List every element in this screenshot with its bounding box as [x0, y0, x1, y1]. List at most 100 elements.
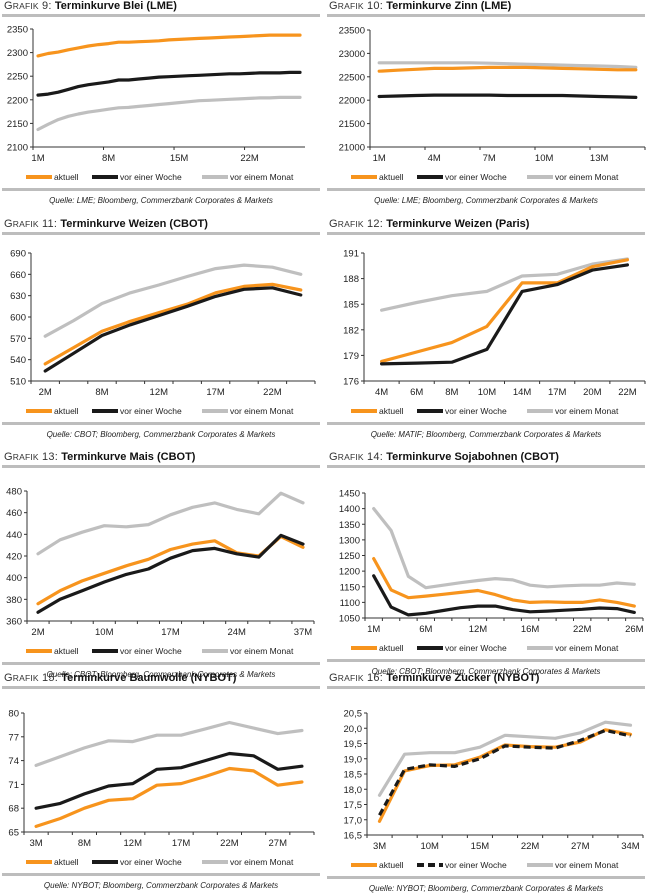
chart-title: Grafik 11: Terminkurve Weizen (CBOT) — [4, 218, 208, 230]
legend-swatch — [92, 409, 118, 413]
chart-plot: 176 179 182 185 188 191 4M 6M 8M 10M 14M 17M 20M 22M — [343, 249, 646, 398]
legend-swatch — [202, 409, 228, 413]
chart-source: Quelle: CBOT; Bloomberg, Commerzbank Cor… — [46, 430, 276, 439]
y-tick-label: 510 — [10, 377, 26, 388]
y-tick-label: 22000 — [339, 96, 365, 107]
chart-panel-g15: Grafik 15: Terminkurve Baumwolle (NYBOT)… — [2, 672, 320, 890]
x-tick-label: 10M — [420, 841, 439, 852]
legend-item-aktuell: aktuell — [351, 172, 404, 182]
x-tick-label: 10M — [478, 387, 497, 398]
title-divider — [2, 14, 320, 17]
legend-item-aktuell: aktuell — [26, 406, 79, 416]
y-tick-label: 540 — [10, 355, 26, 366]
legend-label: vor einer Woche — [120, 172, 182, 182]
legend-item-monat: vor einem Monat — [527, 406, 618, 416]
x-tick-label: 13M — [590, 153, 609, 164]
x-tick-label: 27M — [571, 841, 590, 852]
y-tick-label: 380 — [6, 595, 22, 606]
y-tick-label: 1300 — [339, 535, 360, 546]
x-tick-label: 15M — [471, 841, 490, 852]
legend-label: vor einer Woche — [445, 860, 507, 870]
chart-title: Grafik 10: Terminkurve Zinn (LME) — [329, 0, 511, 12]
chart-legend: aktuell vor einer Woche vor einem Monat — [2, 406, 320, 418]
x-tick-label: 8M — [445, 387, 458, 398]
y-tick-label: 600 — [10, 313, 26, 324]
x-tick-label: 10M — [535, 153, 554, 164]
chart-source: Quelle: CBOT; Bloomberg, Commerzbank Cor… — [371, 667, 601, 676]
legend-swatch — [92, 860, 118, 864]
legend-item-aktuell: aktuell — [351, 406, 404, 416]
y-tick-label: 690 — [10, 249, 26, 260]
legend-swatch — [351, 409, 377, 413]
y-tick-label: 20,5 — [344, 709, 363, 720]
y-tick-label: 460 — [6, 508, 22, 519]
y-tick-label: 420 — [6, 552, 22, 563]
y-tick-label: 480 — [6, 487, 22, 498]
legend-label: vor einem Monat — [555, 860, 619, 870]
legend-swatch — [417, 409, 443, 413]
chart-number: Grafik 11: — [4, 218, 61, 230]
y-tick-label: 360 — [6, 617, 22, 628]
y-tick-label: 179 — [343, 351, 359, 362]
legend-swatch — [527, 175, 553, 179]
y-tick-label: 2100 — [7, 143, 28, 154]
x-tick-label: 20M — [583, 387, 602, 398]
legend-label: vor einem Monat — [230, 172, 294, 182]
legend-label: vor einem Monat — [230, 646, 294, 656]
chart-panel-g11: Grafik 11: Terminkurve Weizen (CBOT) 510 5… — [2, 218, 320, 440]
y-tick-label: 1400 — [339, 504, 360, 515]
legend-swatch — [351, 646, 377, 650]
x-tick-label: 8M — [78, 838, 91, 849]
legend-divider — [327, 659, 645, 662]
y-tick-label: 80 — [8, 709, 19, 720]
x-tick-label: 22M — [220, 838, 239, 849]
chart-panel-g13: Grafik 13: Terminkurve Mais (CBOT) 360 380… — [2, 451, 320, 679]
legend-swatch — [26, 175, 52, 179]
chart-title: Grafik 9: Terminkurve Blei (LME) — [4, 0, 177, 12]
legend-label: vor einer Woche — [445, 406, 507, 416]
legend-item-woche: vor einer Woche — [92, 646, 182, 656]
legend-item-aktuell: aktuell — [351, 643, 404, 653]
chart-title-text: Terminkurve Zinn (LME) — [386, 0, 512, 12]
x-tick-label: 34M — [621, 841, 640, 852]
y-tick-label: 77 — [8, 732, 19, 743]
legend-swatch — [417, 863, 443, 867]
x-tick-label: 3M — [29, 838, 42, 849]
x-tick-label: 10M — [95, 627, 114, 638]
chart-title: Grafik 16: Terminkurve Zucker (NYBOT) — [329, 672, 539, 684]
legend-label: aktuell — [379, 643, 404, 653]
legend-divider — [327, 422, 645, 425]
series-line-monat — [377, 720, 633, 797]
legend-swatch — [26, 409, 52, 413]
chart-legend: aktuell vor einer Woche vor einem Monat — [327, 172, 645, 184]
chart-title: Grafik 12: Terminkurve Weizen (Paris) — [329, 218, 529, 230]
y-tick-label: 570 — [10, 334, 26, 345]
y-tick-label: 2350 — [7, 25, 28, 36]
y-tick-label: 630 — [10, 291, 26, 302]
chart-source: Quelle: NYBOT; Bloomberg, Commerzbank Co… — [368, 884, 604, 893]
series-line-woche — [36, 70, 302, 97]
chart-title-text: Terminkurve Baumwolle (NYBOT) — [61, 672, 237, 684]
y-tick-label: 23000 — [339, 49, 365, 60]
legend-item-monat: vor einem Monat — [202, 646, 293, 656]
title-divider — [327, 14, 645, 17]
series-line-monat — [34, 720, 304, 768]
y-tick-label: 2250 — [7, 72, 28, 83]
chart-source: Quelle: LME; Bloomberg, Commerzbank Corp… — [49, 196, 273, 205]
y-tick-label: 65 — [8, 828, 19, 839]
legend-item-aktuell: aktuell — [26, 857, 79, 867]
chart-number: Grafik 13: — [4, 451, 62, 463]
chart-title: Grafik 13: Terminkurve Mais (CBOT) — [4, 451, 195, 463]
legend-label: vor einem Monat — [555, 172, 619, 182]
legend-label: vor einer Woche — [120, 857, 182, 867]
y-tick-label: 182 — [343, 325, 359, 336]
y-tick-label: 20,0 — [344, 724, 363, 735]
chart-title-text: Terminkurve Weizen (Paris) — [386, 218, 530, 230]
x-tick-label: 2M — [31, 627, 44, 638]
x-tick-label: 15M — [170, 153, 189, 164]
y-tick-label: 176 — [343, 377, 359, 388]
chart-title-text: Terminkurve Mais (CBOT) — [61, 451, 196, 463]
y-tick-label: 18,0 — [344, 785, 363, 796]
x-tick-label: 2M — [39, 387, 52, 398]
legend-label: aktuell — [54, 646, 79, 656]
